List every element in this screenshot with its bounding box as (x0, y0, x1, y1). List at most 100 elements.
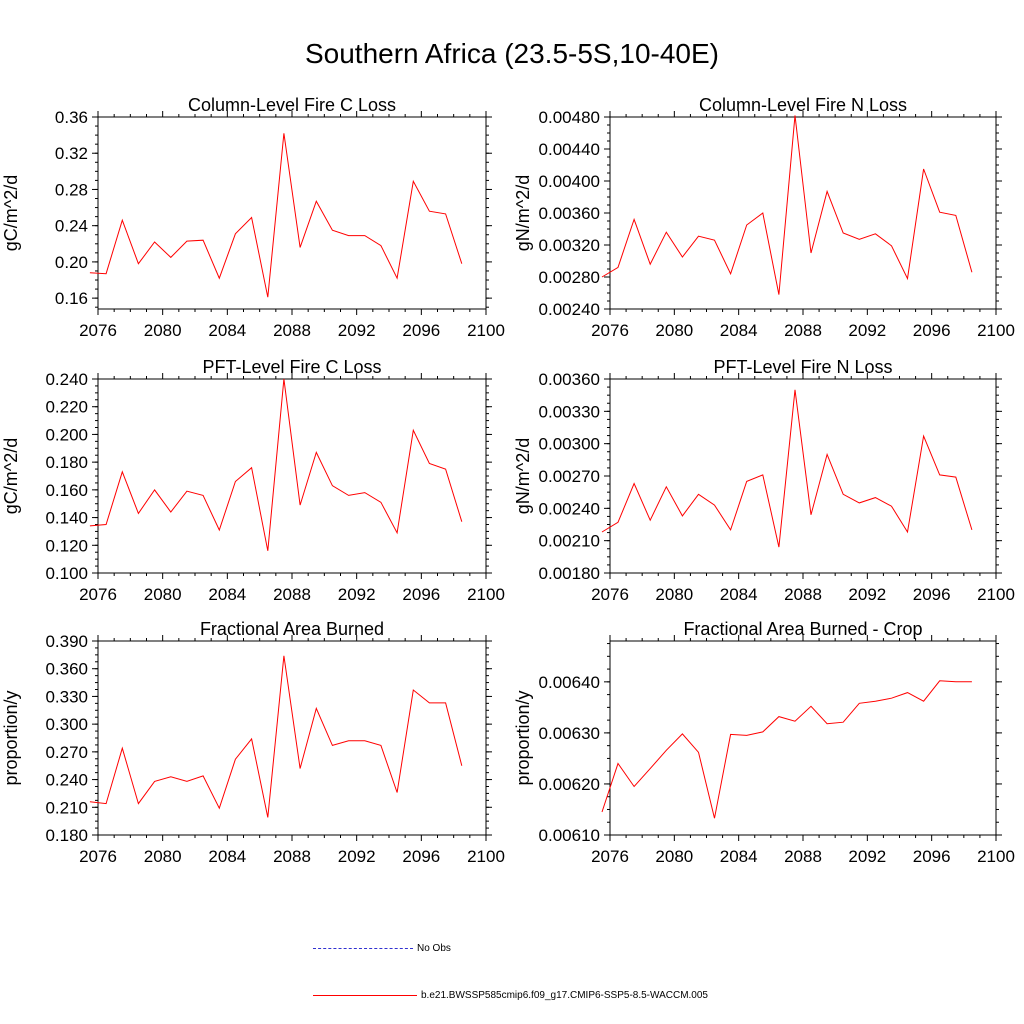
y-tick-label: 0.00210 (539, 532, 600, 551)
series-line-1 (601, 389, 973, 548)
x-tick-label: 2080 (655, 321, 693, 340)
y-axis-label: proportion/y (1, 690, 21, 785)
series-line-1 (601, 115, 973, 295)
y-tick-label: 0.240 (45, 771, 88, 790)
x-tick-label: 2080 (144, 321, 182, 340)
y-axis-label: gC/m^2/d (1, 175, 21, 251)
x-tick-label: 2100 (467, 321, 505, 340)
x-tick-label: 2092 (848, 321, 886, 340)
plot-frame (609, 116, 997, 310)
chart-panel-6: Fractional Area Burned - Crop proportion/… (513, 619, 1015, 866)
y-tick-label: 0.00330 (539, 402, 600, 421)
y-tick-label: 0.00620 (539, 775, 600, 794)
y-tick-label: 0.00300 (539, 435, 600, 454)
x-tick-label: 2076 (79, 585, 117, 604)
x-tick-label: 2084 (720, 321, 758, 340)
legend-solid-swatch (313, 995, 417, 996)
x-tick-label: 2080 (144, 847, 182, 866)
chart-panel-2: Column-Level Fire N Loss gN/m^2/d 2076 2080… (513, 95, 1015, 340)
y-tick-label: 0.140 (45, 509, 88, 528)
x-tick-label: 2100 (467, 847, 505, 866)
x-tick-label: 2096 (913, 847, 951, 866)
y-axis-label: proportion/y (513, 690, 533, 785)
x-tick-label: 2092 (338, 585, 376, 604)
y-tick-label: 0.180 (45, 826, 88, 845)
y-tick-label: 0.00280 (539, 268, 600, 287)
x-tick-label: 2100 (977, 321, 1015, 340)
legend-dash-swatch (313, 948, 413, 949)
y-tick-label: 0.00180 (539, 564, 600, 583)
y-tick-label: 0.100 (45, 564, 88, 583)
plot-frame (609, 378, 997, 574)
panel-title: Column-Level Fire N Loss (699, 95, 907, 115)
legend-label-model-run: b.e21.BWSSP585cmip6.f09_g17.CMIP6-SSP5-8… (421, 990, 708, 1001)
panel-title: PFT-Level Fire C Loss (202, 357, 381, 377)
x-tick-label: 2096 (402, 585, 440, 604)
x-tick-label: 2092 (848, 847, 886, 866)
y-tick-label: 0.28 (55, 180, 88, 199)
y-tick-label: 0.00480 (539, 108, 600, 127)
y-axis-label: gN/m^2/d (513, 438, 533, 514)
x-tick-label: 2088 (784, 847, 822, 866)
panel-title: Fractional Area Burned (200, 619, 384, 639)
x-tick-label: 2088 (784, 585, 822, 604)
plot-frame (97, 378, 487, 574)
x-tick-label: 2084 (720, 585, 758, 604)
chart-panel-1: Column-Level Fire C Loss gC/m^2/d 2076 2080… (1, 95, 505, 340)
chart-panel-3: PFT-Level Fire C Loss gC/m^2/d 2076 2080 208… (1, 357, 505, 604)
x-tick-label: 2080 (144, 585, 182, 604)
y-tick-label: 0.00320 (539, 236, 600, 255)
y-tick-label: 0.00240 (539, 300, 600, 319)
x-tick-label: 2084 (208, 847, 246, 866)
y-tick-label: 0.200 (45, 425, 88, 444)
x-tick-label: 2092 (848, 585, 886, 604)
series-line-1 (89, 378, 463, 551)
x-tick-label: 2080 (655, 585, 693, 604)
y-tick-label: 0.160 (45, 481, 88, 500)
legend-label-no-obs: No Obs (417, 943, 451, 954)
y-tick-label: 0.16 (55, 289, 88, 308)
series-line-1 (89, 133, 463, 298)
y-tick-label: 0.00440 (539, 140, 600, 159)
plot-frame (97, 640, 487, 836)
x-tick-label: 2088 (273, 847, 311, 866)
y-tick-label: 0.32 (55, 144, 88, 163)
chart-panel-4: PFT-Level Fire N Loss gN/m^2/d 2076 2080 208… (513, 357, 1015, 604)
x-tick-label: 2084 (720, 847, 758, 866)
y-tick-label: 0.00640 (539, 673, 600, 692)
series-line-1 (89, 655, 463, 818)
x-tick-label: 2096 (402, 847, 440, 866)
chart-panel-5: Fractional Area Burned proportion/y 2076 20… (1, 619, 505, 866)
x-tick-label: 2096 (913, 321, 951, 340)
panel-title: Fractional Area Burned - Crop (683, 619, 922, 639)
plot-frame (609, 640, 997, 836)
figure-title: Southern Africa (23.5-5S,10-40E) (304, 38, 719, 69)
series-line-1 (601, 680, 972, 819)
y-tick-label: 0.00400 (539, 172, 600, 191)
y-tick-label: 0.120 (45, 536, 88, 555)
y-tick-label: 0.180 (45, 453, 88, 472)
y-tick-label: 0.220 (45, 398, 88, 417)
x-tick-label: 2084 (208, 585, 246, 604)
x-tick-label: 2096 (913, 585, 951, 604)
x-tick-label: 2100 (977, 847, 1015, 866)
x-tick-label: 2076 (591, 585, 629, 604)
y-tick-label: 0.240 (45, 370, 88, 389)
plot-frame (97, 116, 487, 310)
legend-item-model-run: b.e21.BWSSP585cmip6.f09_g17.CMIP6-SSP5-8… (313, 990, 708, 1001)
x-tick-label: 2100 (977, 585, 1015, 604)
y-tick-label: 0.00360 (539, 204, 600, 223)
x-tick-label: 2096 (402, 321, 440, 340)
y-tick-label: 0.330 (45, 687, 88, 706)
legend-item-no-obs: No Obs (313, 943, 451, 954)
y-tick-label: 0.00610 (539, 826, 600, 845)
x-tick-label: 2088 (784, 321, 822, 340)
x-tick-label: 2084 (208, 321, 246, 340)
x-tick-label: 2076 (79, 321, 117, 340)
y-tick-label: 0.00240 (539, 499, 600, 518)
x-tick-label: 2088 (273, 321, 311, 340)
x-tick-label: 2080 (655, 847, 693, 866)
y-axis-label: gN/m^2/d (513, 175, 533, 251)
x-tick-label: 2076 (591, 847, 629, 866)
